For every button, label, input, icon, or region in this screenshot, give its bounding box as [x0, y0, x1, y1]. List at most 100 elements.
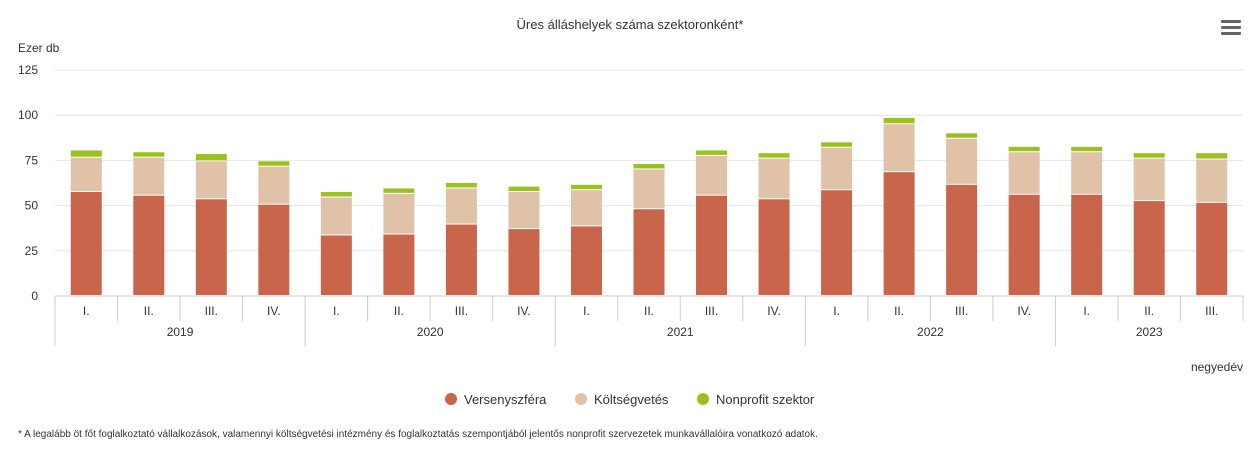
footnote: * A legalább öt főt foglalkoztató vállal… [18, 429, 818, 440]
legend-marker [445, 393, 457, 405]
bar-segment [758, 158, 790, 199]
bar-segment [320, 197, 352, 235]
bar-segment [320, 192, 352, 197]
x-tick-label: III. [205, 304, 218, 318]
x-axis-label: negyedév [1191, 360, 1243, 374]
legend-marker [697, 393, 709, 405]
x-tick-label: IV. [517, 304, 531, 318]
bar-segment [383, 234, 415, 295]
x-tick-label: II. [1144, 304, 1154, 318]
bar-segment [570, 226, 602, 295]
bar-segment [821, 190, 853, 295]
bar-segment [821, 142, 853, 147]
bar-segment [508, 229, 540, 295]
grid-lines [55, 69, 1243, 252]
x-tick-label: III. [1205, 304, 1218, 318]
bar-segment [133, 157, 165, 195]
menu-line [1221, 20, 1241, 23]
bar-segment [883, 172, 915, 295]
bar-segment [570, 184, 602, 190]
x-tick-label: I. [333, 304, 340, 318]
bar-segment [195, 199, 227, 295]
bar-segment [821, 147, 853, 190]
bar-segment [258, 204, 290, 295]
bar-segment [133, 152, 165, 157]
bar-segment [883, 124, 915, 172]
bar-segment [633, 209, 665, 295]
x-tick-label: IV. [267, 304, 281, 318]
year-label: 2023 [1136, 325, 1163, 339]
y-tick-label: 25 [25, 244, 39, 258]
x-tick-label: I. [833, 304, 840, 318]
bar-segment [1008, 194, 1040, 295]
bar-segment [508, 186, 540, 192]
year-label: 2021 [667, 325, 694, 339]
x-tick-label: III. [955, 304, 968, 318]
bar-segment [133, 195, 165, 295]
legend-marker [575, 393, 587, 405]
bar-segment [946, 138, 978, 184]
bar-segment [633, 164, 665, 169]
bar-segment [383, 188, 415, 193]
bar-segment [946, 133, 978, 138]
x-tick-label: IV. [1017, 304, 1031, 318]
bar-segment [1133, 158, 1165, 201]
stacked-bar-chart: Üres álláshelyek száma szektoronként* Ez… [18, 17, 1244, 407]
y-tick-label: 0 [31, 289, 38, 303]
bar-segment [383, 193, 415, 234]
legend-label: Versenyszféra [464, 392, 547, 407]
bar-segment [70, 150, 102, 157]
bar-segment [320, 235, 352, 295]
y-tick-label: 100 [18, 108, 38, 122]
bar-segment [195, 154, 227, 161]
bar-segment [445, 183, 477, 188]
bar-segment [1071, 146, 1103, 152]
x-tick-label: II. [394, 304, 404, 318]
x-axis: I. II. III. IV. I. II. III. IV. I. II. III. IV. I. II… [54, 295, 1244, 346]
legend: Versenyszféra Költségvetés Nonprofit szekt… [445, 392, 815, 407]
menu-line [1221, 32, 1241, 35]
bar-segment [758, 199, 790, 295]
bar-segment [258, 166, 290, 204]
year-label: 2019 [167, 325, 194, 339]
bar-segment [1071, 152, 1103, 194]
x-tick-label: IV. [767, 304, 781, 318]
hamburger-menu-icon[interactable] [1219, 18, 1243, 40]
year-label: 2020 [417, 325, 444, 339]
bar-segment [1196, 153, 1228, 159]
bar-segment [195, 161, 227, 199]
bar-segment [1008, 146, 1040, 152]
bar-segment [633, 169, 665, 209]
bar-segment [883, 117, 915, 124]
bar-segment [1133, 153, 1165, 158]
x-tick-label: III. [455, 304, 468, 318]
bar-segment [696, 155, 728, 195]
x-tick-label: I. [583, 304, 590, 318]
y-tick-label: 50 [25, 199, 39, 213]
bar-segment [1008, 152, 1040, 194]
x-tick-label: II. [144, 304, 154, 318]
bar-segment [696, 150, 728, 155]
x-tick-label: II. [894, 304, 904, 318]
y-tick-label: 75 [25, 153, 39, 167]
bar-segment [1196, 202, 1228, 295]
y-tick-labels: 0 25 50 75 100 125 [18, 63, 38, 303]
menu-line [1221, 26, 1241, 29]
bar-segment [1196, 159, 1228, 202]
x-tick-label: II. [644, 304, 654, 318]
bar-segment [508, 192, 540, 229]
bar-segment [70, 157, 102, 192]
bar-segment [696, 195, 728, 295]
x-tick-label: I. [83, 304, 90, 318]
bar-segment [445, 224, 477, 295]
bar-segment [1071, 194, 1103, 295]
legend-label: Költségvetés [594, 392, 669, 407]
bar-segment [445, 188, 477, 224]
x-tick-label: III. [705, 304, 718, 318]
legend-label: Nonprofit szektor [716, 392, 815, 407]
bar-segment [758, 153, 790, 158]
y-tick-label: 125 [18, 63, 38, 77]
x-tick-label: I. [1083, 304, 1090, 318]
bar-segment [946, 184, 978, 295]
y-axis-label: Ezer db [18, 41, 60, 55]
